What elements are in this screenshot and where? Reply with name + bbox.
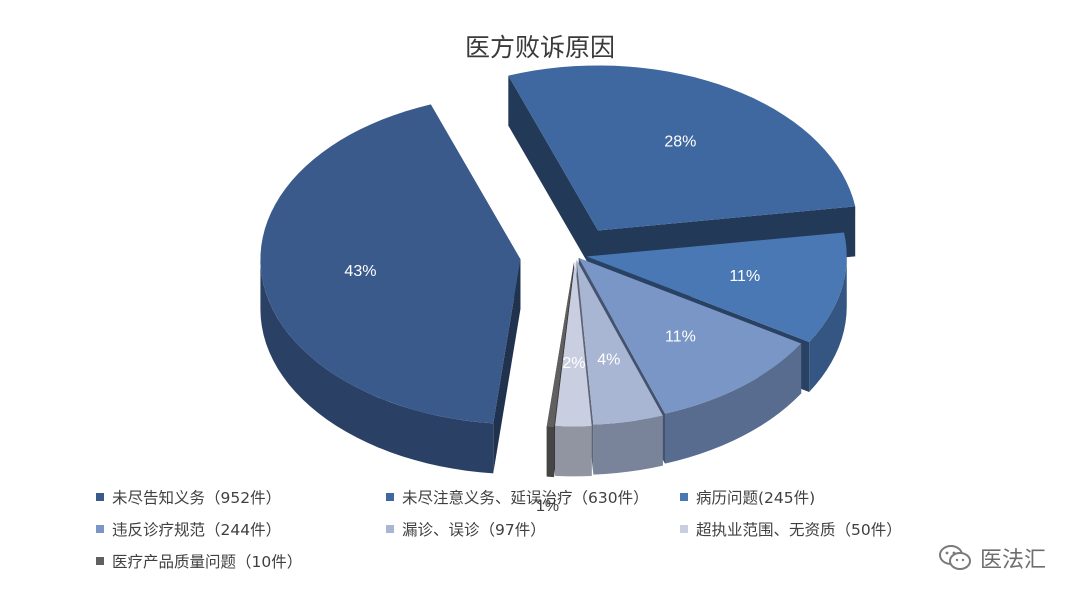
chart-title: 医方败诉原因 — [464, 33, 615, 62]
legend-item-4: 违反诊疗规范（244件） — [96, 518, 281, 540]
data-label-2: 28% — [664, 134, 696, 151]
watermark: 医法汇 — [938, 542, 1046, 574]
legend-label: 超执业范围、无资质（50件） — [696, 521, 902, 539]
slice-outer-wall — [546, 426, 555, 478]
slice-outer-wall — [260, 259, 494, 474]
legend-swatch — [386, 525, 394, 533]
slice-top — [260, 104, 521, 424]
pie-slice-1 — [260, 104, 521, 474]
legend-item-1: 未尽告知义务（952件） — [96, 486, 281, 508]
legend-swatch — [96, 525, 104, 533]
slice-top — [576, 259, 663, 425]
pie-slice-6 — [555, 261, 592, 477]
slice-top — [508, 65, 856, 231]
slice-top — [546, 262, 574, 428]
legend-label: 未尽注意义务、延误治疗（630件） — [402, 489, 649, 507]
legend-item-6: 超执业范围、无资质（50件） — [680, 518, 902, 540]
legend-label: 未尽告知义务（952件） — [112, 489, 282, 507]
data-label-4: 11% — [665, 329, 696, 346]
slice-side-wall — [508, 75, 598, 281]
slice-outer-wall — [593, 415, 663, 475]
slice-outer-wall — [809, 256, 847, 392]
watermark-text: 医法汇 — [979, 548, 1046, 573]
wechat-icon — [938, 545, 971, 570]
data-label-5: 4% — [597, 351, 620, 368]
slice-top — [578, 257, 802, 414]
legend-label: 病历问题(245件) — [696, 489, 816, 507]
slice-top — [586, 232, 847, 342]
legend-label: 违反诊疗规范（244件） — [112, 521, 282, 539]
legend-item-3: 病历问题(245件) — [680, 486, 815, 508]
data-label-3: 11% — [729, 268, 760, 285]
data-label-1: 43% — [344, 263, 376, 280]
legend-item-7: 医疗产品质量问题（10件） — [96, 550, 302, 572]
slice-top — [555, 261, 592, 427]
legend-swatch — [96, 557, 104, 565]
legend-swatch — [680, 493, 688, 501]
slice-outer-wall — [665, 343, 802, 464]
data-label-6: 2% — [562, 355, 585, 372]
legend-label: 漏诊、误诊（97件） — [402, 521, 546, 539]
legend-swatch — [680, 525, 688, 533]
slice-side-wall — [493, 259, 521, 474]
data-label-7: 1% — [536, 498, 559, 515]
slice-outer-wall — [555, 425, 592, 477]
legend-item-5: 漏诊、误诊（97件） — [386, 518, 546, 540]
legend-label: 医疗产品质量问题（10件） — [112, 553, 303, 571]
legend-swatch — [96, 493, 104, 501]
legend-swatch — [386, 493, 394, 501]
legend-item-2: 未尽注意义务、延误治疗（630件） — [386, 486, 649, 508]
